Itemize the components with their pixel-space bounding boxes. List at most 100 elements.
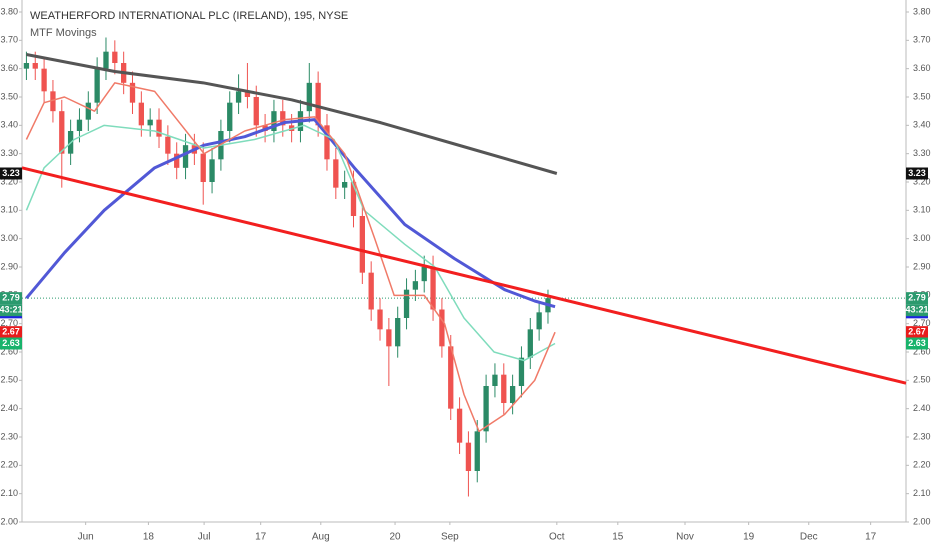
y-tick-label: 2.40 bbox=[0, 403, 18, 413]
y-tick-label: 3.30 bbox=[0, 148, 18, 158]
x-tick-label: Oct bbox=[549, 532, 565, 543]
candle-body bbox=[32, 63, 38, 69]
x-tick-label: 17 bbox=[255, 532, 267, 543]
candle-body bbox=[50, 91, 56, 112]
line-series bbox=[25, 124, 556, 362]
candle-body bbox=[527, 329, 533, 358]
x-tick-label: 18 bbox=[143, 532, 155, 543]
candle-body bbox=[85, 102, 91, 120]
candle-body bbox=[129, 82, 136, 103]
y-tick-label: 3.40 bbox=[0, 120, 18, 130]
candle-body bbox=[59, 111, 65, 154]
candle-body bbox=[165, 136, 171, 154]
candle-body bbox=[156, 119, 162, 137]
y-tick-label: 3.60 bbox=[0, 63, 18, 73]
x-tick-label: Dec bbox=[800, 532, 818, 543]
candle-body bbox=[174, 153, 180, 168]
candle-body bbox=[395, 318, 401, 347]
y-tick-label: 2.20 bbox=[913, 460, 931, 470]
x-tick-label: Jun bbox=[78, 532, 94, 543]
candle-body bbox=[103, 51, 109, 69]
y-tick-label: 3.10 bbox=[0, 205, 18, 215]
price-label-box bbox=[0, 326, 22, 339]
y-tick-label: 2.50 bbox=[0, 375, 18, 385]
candle-body bbox=[483, 386, 489, 432]
candle-body bbox=[94, 68, 100, 103]
candle-body bbox=[324, 125, 330, 160]
candle-body bbox=[147, 119, 153, 126]
countdown-box bbox=[906, 304, 928, 317]
y-tick-label: 3.60 bbox=[913, 63, 931, 73]
candle-body bbox=[439, 309, 445, 347]
y-tick-label: 3.80 bbox=[913, 6, 931, 16]
candle-body bbox=[200, 153, 206, 182]
chart-title: WEATHERFORD INTERNATIONAL PLC (IRELAND),… bbox=[30, 10, 348, 22]
x-tick-label: 17 bbox=[865, 532, 877, 543]
y-tick-label: 3.10 bbox=[913, 205, 931, 215]
candle-body bbox=[271, 111, 277, 131]
y-tick-label: 3.50 bbox=[0, 91, 18, 101]
y-tick-label: 2.20 bbox=[0, 460, 18, 470]
y-tick-label: 3.00 bbox=[913, 233, 931, 243]
candle-body bbox=[23, 63, 30, 69]
price-label-box bbox=[0, 292, 22, 305]
candle-body bbox=[306, 82, 312, 112]
countdown: 43:21 bbox=[905, 305, 928, 315]
y-tick-label: 2.90 bbox=[913, 261, 931, 271]
y-tick-label: 2.70 bbox=[0, 318, 18, 328]
price-label-box bbox=[906, 167, 928, 180]
y-tick-label: 2.70 bbox=[913, 318, 931, 328]
y-tick-label: 3.50 bbox=[913, 91, 931, 101]
candle-body bbox=[253, 97, 259, 126]
price-label: 2.67 bbox=[2, 327, 20, 337]
y-tick-label: 2.10 bbox=[0, 488, 18, 498]
y-tick-label: 3.40 bbox=[913, 120, 931, 130]
y-tick-label: 2.30 bbox=[913, 431, 931, 441]
candle-body bbox=[501, 374, 507, 403]
candle-body bbox=[448, 346, 454, 409]
x-tick-label: 15 bbox=[612, 532, 624, 543]
y-tick-label: 3.20 bbox=[913, 176, 931, 186]
candle-body bbox=[474, 431, 480, 471]
y-tick-label: 2.50 bbox=[913, 375, 931, 385]
y-tick-label: 3.20 bbox=[0, 176, 18, 186]
x-tick-label: 19 bbox=[743, 532, 755, 543]
line-series bbox=[21, 166, 907, 385]
price-label-box bbox=[0, 337, 22, 350]
y-tick-label: 2.00 bbox=[0, 516, 18, 526]
candle-body bbox=[342, 182, 348, 188]
candle-body bbox=[41, 68, 47, 92]
price-label: 3.23 bbox=[2, 168, 20, 178]
candle-body bbox=[536, 312, 542, 330]
y-tick-label: 2.30 bbox=[0, 431, 18, 441]
candle-body bbox=[112, 51, 118, 63]
countdown: 43:21 bbox=[0, 305, 23, 315]
candle-body bbox=[76, 119, 83, 131]
candle-body bbox=[315, 82, 321, 126]
y-tick-label: 3.00 bbox=[0, 233, 18, 243]
price-label: 2.63 bbox=[2, 338, 20, 348]
price-label: 3.23 bbox=[908, 168, 926, 178]
candle-body bbox=[244, 91, 251, 97]
y-tick-label: 2.10 bbox=[913, 488, 931, 498]
candle-body bbox=[138, 102, 144, 126]
price-label: 2.79 bbox=[908, 293, 926, 303]
candle-body bbox=[386, 329, 392, 347]
y-tick-label: 3.80 bbox=[0, 6, 18, 16]
candle-body bbox=[209, 159, 215, 182]
price-label-box bbox=[906, 326, 928, 339]
y-tick-label: 2.60 bbox=[913, 346, 931, 356]
candle-body bbox=[227, 102, 233, 131]
x-tick-label: Sep bbox=[441, 532, 459, 543]
candle-body bbox=[412, 281, 419, 290]
candle-body bbox=[182, 145, 189, 168]
candle-body bbox=[421, 267, 427, 282]
x-tick-label: Aug bbox=[312, 532, 330, 543]
candle-body bbox=[350, 182, 357, 216]
candle-body bbox=[280, 111, 286, 126]
price-label-box bbox=[906, 337, 928, 350]
y-tick-label: 3.70 bbox=[0, 35, 18, 45]
candle-body bbox=[492, 374, 498, 386]
line-series bbox=[25, 82, 556, 433]
